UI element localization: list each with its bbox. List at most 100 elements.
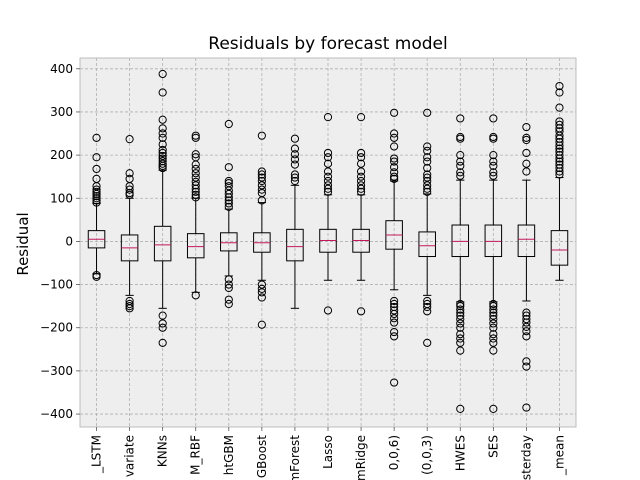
outlier-point: [191, 181, 200, 190]
outlier-point: [423, 181, 432, 190]
outlier-point: [456, 305, 465, 314]
outlier-point: [555, 157, 564, 166]
outlier-point: [456, 315, 465, 324]
y-tick-label: −100: [40, 278, 73, 292]
outlier-point: [356, 187, 366, 196]
outlier-point: [257, 293, 266, 302]
outlier-point: [390, 157, 399, 166]
outlier-point: [522, 315, 531, 324]
outlier-point: [158, 148, 167, 158]
outlier-point: [191, 173, 200, 182]
outlier-point: [555, 167, 564, 176]
outlier-point: [390, 378, 399, 387]
outlier-point: [390, 327, 399, 337]
outlier-point: [390, 108, 399, 117]
outlier-point: [323, 167, 333, 176]
outlier-point: [390, 172, 399, 181]
outlier-point: [191, 193, 200, 202]
outlier-point: [158, 129, 167, 138]
outlier-point: [456, 323, 465, 332]
outlier-point: [92, 272, 101, 281]
outlier-point: [92, 194, 101, 203]
outlier-point: [125, 190, 134, 199]
outlier-point: [390, 154, 399, 163]
outlier-point: [489, 330, 498, 339]
y-tick-label: −400: [40, 407, 73, 421]
outlier-point: [423, 307, 432, 316]
outlier-point: [158, 140, 167, 149]
outlier-point: [555, 141, 564, 150]
outlier-point: [356, 307, 366, 316]
outlier-point: [158, 319, 167, 328]
x-tick-label: mRidge: [354, 435, 368, 480]
y-tick-label: −300: [40, 364, 73, 378]
outlier-point: [158, 161, 167, 170]
outlier-point: [555, 144, 564, 153]
outlier-point: [456, 168, 465, 177]
outlier-point: [290, 155, 300, 164]
outlier-point: [323, 113, 333, 122]
outlier-point: [456, 334, 465, 343]
outlier-point: [323, 176, 333, 186]
outlier-point: [290, 160, 300, 169]
outlier-point: [489, 311, 498, 320]
outlier-point: [555, 163, 564, 173]
outlier-point: [522, 167, 531, 176]
outlier-point: [555, 170, 564, 179]
outlier-point: [92, 133, 101, 142]
x-tick-label: Lasso: [321, 435, 335, 469]
outlier-point: [257, 288, 266, 297]
outlier-point: [456, 299, 465, 309]
outlier-point: [323, 184, 333, 193]
outlier-point: [390, 168, 399, 177]
outlier-point: [423, 146, 432, 155]
outlier-point: [456, 311, 465, 320]
outlier-point: [323, 148, 333, 158]
outlier-point: [191, 131, 200, 140]
outlier-point: [92, 182, 101, 191]
outlier-point: [489, 404, 498, 413]
outlier-point: [356, 184, 366, 193]
outlier-point: [456, 346, 465, 355]
x-tick-label: variate: [123, 435, 137, 477]
outlier-point: [125, 299, 134, 309]
outlier-point: [390, 306, 399, 315]
outlier-point: [489, 114, 498, 123]
outlier-point: [390, 299, 399, 309]
outlier-point: [489, 305, 498, 314]
y-tick-label: 0: [65, 234, 73, 248]
outlier-point: [158, 124, 167, 133]
outlier-point: [224, 182, 233, 191]
outlier-point: [423, 302, 432, 312]
outlier-point: [257, 320, 266, 329]
outlier-point: [224, 280, 233, 289]
outlier-point: [224, 196, 233, 205]
outlier-point: [323, 181, 333, 190]
box-iqr: [550, 230, 569, 266]
box-iqr: [286, 228, 304, 262]
outlier-point: [423, 153, 432, 162]
outlier-point: [224, 176, 233, 186]
outlier-point: [158, 338, 167, 347]
box-iqr: [153, 225, 172, 262]
outlier-point: [356, 153, 366, 162]
box-iqr: [220, 232, 238, 252]
outlier-point: [92, 185, 101, 194]
outlier-point: [456, 134, 465, 143]
outlier-point: [92, 196, 101, 205]
outlier-point: [356, 113, 366, 122]
outlier-point: [555, 138, 564, 147]
outlier-point: [522, 135, 531, 145]
outlier-point: [489, 315, 498, 324]
outlier-point: [158, 115, 167, 124]
outlier-point: [290, 134, 300, 143]
outlier-point: [323, 187, 333, 196]
outlier-point: [290, 176, 300, 186]
outlier-point: [257, 170, 266, 179]
outlier-point: [423, 170, 432, 179]
y-tick-label: −200: [40, 321, 73, 335]
outlier-point: [489, 171, 498, 180]
outlier-point: [423, 187, 432, 196]
outlier-point: [555, 151, 564, 160]
outlier-point: [356, 176, 366, 186]
